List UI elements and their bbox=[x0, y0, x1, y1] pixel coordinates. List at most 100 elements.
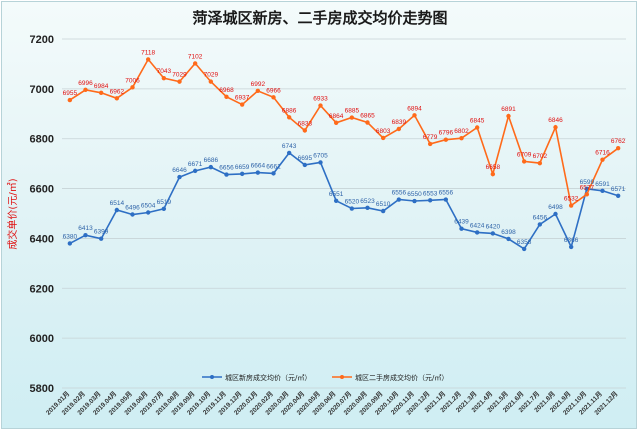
data-label: 6845 bbox=[470, 117, 485, 124]
data-point bbox=[443, 197, 449, 202]
data-point bbox=[255, 88, 261, 94]
data-label: 6992 bbox=[251, 81, 266, 88]
data-label: 6802 bbox=[454, 128, 469, 135]
data-point bbox=[349, 206, 355, 211]
data-point bbox=[521, 159, 527, 164]
data-label: 6398 bbox=[501, 229, 516, 236]
data-point bbox=[412, 113, 417, 118]
data-label: 6885 bbox=[345, 108, 360, 115]
data-point bbox=[427, 198, 433, 203]
data-point bbox=[239, 102, 245, 107]
data-point bbox=[506, 113, 511, 119]
data-point bbox=[67, 97, 73, 103]
data-label: 7043 bbox=[157, 68, 172, 75]
data-label: 6966 bbox=[266, 87, 281, 94]
data-label: 6984 bbox=[94, 83, 109, 90]
data-point bbox=[349, 115, 355, 120]
data-point bbox=[161, 206, 167, 211]
grid-lines bbox=[62, 38, 626, 389]
data-label: 6553 bbox=[423, 190, 438, 197]
data-point bbox=[271, 95, 276, 100]
data-label: 6996 bbox=[78, 80, 93, 87]
data-label: 6886 bbox=[282, 107, 297, 114]
data-label: 6366 bbox=[564, 237, 579, 244]
data-label: 6686 bbox=[204, 157, 219, 164]
data-label: 6716 bbox=[595, 150, 610, 157]
data-point bbox=[114, 207, 120, 213]
y-axis-label: 成交单价(元/㎡) bbox=[6, 178, 19, 249]
data-label: 6743 bbox=[282, 143, 297, 150]
data-point bbox=[255, 170, 261, 175]
data-point bbox=[318, 103, 323, 108]
legend-label-new: 城区新房成交均价（元/㎡） bbox=[225, 373, 311, 382]
data-label: 6864 bbox=[329, 113, 344, 120]
data-point bbox=[380, 208, 386, 214]
data-label: 6556 bbox=[439, 190, 454, 197]
y-tick-6400: 6400 bbox=[30, 233, 54, 245]
data-point bbox=[192, 168, 198, 174]
data-point bbox=[490, 231, 496, 236]
data-label: 6420 bbox=[486, 223, 501, 230]
data-label: 6556 bbox=[392, 190, 407, 197]
y-tick-6000: 6000 bbox=[30, 333, 54, 345]
data-point bbox=[600, 157, 605, 162]
data-label: 6413 bbox=[78, 225, 93, 232]
data-point bbox=[474, 125, 480, 130]
data-label: 6510 bbox=[376, 201, 391, 208]
data-point bbox=[302, 128, 308, 133]
data-label: 6658 bbox=[486, 164, 501, 171]
data-label: 6358 bbox=[517, 239, 532, 246]
series-lines bbox=[67, 57, 621, 252]
data-point bbox=[114, 96, 120, 101]
data-label: 6803 bbox=[376, 128, 391, 135]
data-label: 6439 bbox=[454, 219, 469, 226]
data-label: 6523 bbox=[360, 198, 375, 205]
data-label: 6955 bbox=[63, 90, 78, 97]
data-label: 7102 bbox=[188, 53, 203, 60]
data-label: 6839 bbox=[392, 119, 407, 126]
data-point bbox=[98, 90, 104, 96]
data-label: 6646 bbox=[172, 167, 187, 174]
data-point bbox=[474, 230, 480, 235]
data-point bbox=[145, 210, 151, 215]
data-label: 6671 bbox=[188, 161, 203, 168]
data-label: 6796 bbox=[439, 130, 454, 137]
data-point bbox=[568, 244, 574, 250]
chart-title: 菏泽城区新房、二手房成交均价走势图 bbox=[192, 9, 447, 27]
data-point bbox=[412, 198, 417, 204]
data-point bbox=[506, 236, 511, 242]
data-point bbox=[145, 57, 151, 62]
legend: 城区新房成交均价（元/㎡） 城区二手房成交均价（元/㎡） bbox=[202, 373, 448, 382]
data-label: 6962 bbox=[110, 88, 125, 95]
legend-label-second: 城区二手房成交均价（元/㎡） bbox=[355, 373, 448, 382]
data-label: 7029 bbox=[204, 72, 219, 79]
legend-marker-second bbox=[340, 375, 344, 379]
data-label: 6380 bbox=[63, 233, 78, 240]
data-point bbox=[239, 171, 245, 177]
data-point bbox=[553, 211, 558, 217]
data-point bbox=[286, 115, 292, 120]
data-label: 6833 bbox=[298, 120, 313, 127]
data-label: 6519 bbox=[157, 199, 172, 206]
data-point bbox=[271, 171, 276, 176]
data-label: 6695 bbox=[298, 155, 313, 162]
data-point bbox=[365, 205, 370, 210]
y-tick-6800: 6800 bbox=[30, 134, 54, 146]
data-label: 7118 bbox=[141, 49, 155, 56]
y-tick-6600: 6600 bbox=[30, 184, 54, 196]
data-label: 6399 bbox=[94, 229, 109, 236]
data-point bbox=[537, 160, 543, 166]
data-point bbox=[427, 141, 433, 147]
data-point bbox=[553, 125, 558, 130]
data-point bbox=[130, 85, 135, 90]
data-point bbox=[224, 172, 229, 177]
y-tick-5800: 5800 bbox=[30, 383, 54, 395]
data-point bbox=[333, 198, 339, 203]
data-label: 6498 bbox=[548, 204, 563, 211]
data-label: 6532 bbox=[564, 196, 579, 203]
data-label: 6514 bbox=[110, 200, 125, 207]
data-point bbox=[192, 61, 198, 66]
data-point bbox=[568, 203, 574, 208]
